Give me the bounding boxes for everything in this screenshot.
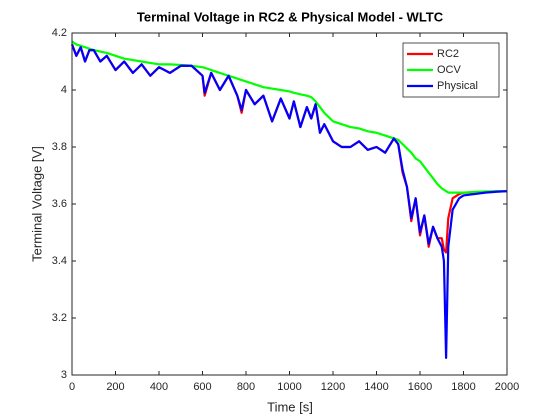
y-tick-label: 3.4 — [52, 255, 67, 267]
y-tick-label: 3.8 — [52, 141, 67, 153]
axes-box — [71, 32, 508, 376]
y-axis-label: Terminal Voltage [V] — [29, 146, 44, 262]
x-tick-label: 1800 — [451, 381, 475, 393]
line-series — [71, 40, 507, 194]
x-tick-label: 800 — [237, 381, 255, 393]
x-tick-label: 400 — [150, 381, 168, 393]
y-tick-label: 3 — [61, 369, 67, 381]
chart-title: Terminal Voltage in RC2 & Physical Model… — [137, 9, 444, 24]
x-tick-label: 1600 — [408, 381, 432, 393]
legend-label: OCV — [437, 64, 462, 76]
legend-label: RC2 — [437, 48, 459, 60]
y-tick-label: 3.6 — [52, 198, 67, 210]
legend-label: Physical — [437, 80, 478, 92]
x-tick-label: 0 — [69, 381, 75, 393]
line-series — [70, 44, 508, 359]
x-tick-label: 200 — [106, 381, 124, 393]
x-tick-label: 2000 — [495, 381, 519, 393]
x-tick-label: 1000 — [277, 381, 301, 393]
x-tick-label: 1200 — [321, 381, 345, 393]
x-axis-label: Time [s] — [267, 399, 313, 414]
x-tick-label: 1400 — [364, 381, 388, 393]
y-tick-label: 4 — [61, 84, 67, 96]
x-tick-label: 600 — [193, 381, 211, 393]
y-tick-label: 3.2 — [52, 312, 67, 324]
y-tick-label: 4.2 — [52, 27, 67, 39]
